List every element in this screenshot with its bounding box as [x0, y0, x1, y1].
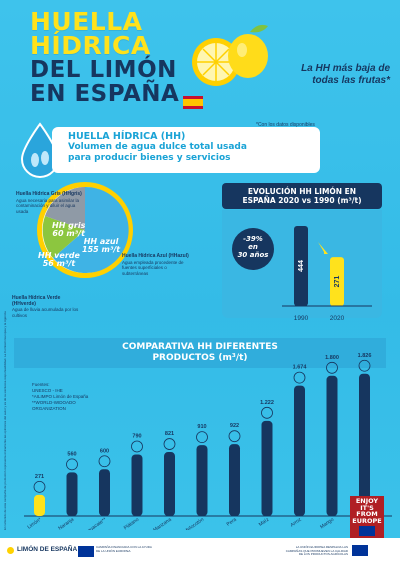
verde-description: Huella Hídrica Verde (HHverde) Agua de ll…	[12, 295, 79, 318]
bar-value-10: 1.826	[358, 353, 372, 359]
bar-label-2: Aguacate**	[84, 517, 108, 530]
hh-azul-label: HH azul 155 m³/t	[82, 237, 121, 254]
lemon-illustration	[192, 24, 268, 86]
bar-value-9: 1.800	[325, 355, 339, 361]
bar-value-1: 560	[67, 451, 76, 457]
bar-label-5: Melocotón	[183, 517, 206, 530]
bar-label-6: Pera	[226, 517, 238, 528]
title-line-4: EN ESPAÑA	[30, 81, 180, 107]
definition-text-1: Volumen de agua dulce total usada	[68, 142, 247, 152]
side-note: El contenido de esta campaña de promoció…	[3, 311, 7, 530]
definition-text-2: para producir bienes y servicios	[68, 153, 231, 163]
product-icon-0	[33, 480, 46, 493]
enjoy-europe-badge: ENJOY IT'S FROM EUROPE	[350, 496, 384, 542]
definition-box: HUELLA HÍDRICA (HH) Volumen de agua dulc…	[52, 127, 320, 173]
bar-9	[326, 375, 338, 516]
bar-value-6: 922	[230, 423, 239, 429]
product-icon-3	[131, 440, 143, 453]
bar-5	[196, 445, 208, 516]
bar-label-8: Arroz	[289, 516, 303, 528]
bar-value-2: 600	[100, 448, 109, 454]
product-icon-4	[163, 438, 176, 450]
title-line-1: HUELLA	[30, 7, 143, 36]
eu-flag-icon-2	[352, 545, 368, 556]
bar-8	[294, 385, 305, 516]
eu-flag-icon	[359, 526, 375, 536]
bar-label-7: Maíz	[258, 516, 271, 527]
bar-value-5: 910	[197, 424, 206, 430]
gris-description: Huella Hídrica Gris (HHgris) Agua necesar…	[16, 191, 82, 214]
bar-2	[99, 469, 110, 516]
comparison-title: COMPARATIVA HH DIFERENTES PRODUCTOS (m³/…	[14, 338, 386, 368]
change-badge: -39% en 30 años	[232, 228, 274, 270]
bar-value-0: 271	[35, 474, 44, 480]
evolution-title: EVOLUCIÓN HH LIMÓN EN ESPAÑA 2020 vs 199…	[222, 183, 382, 209]
bar-value-8: 1.674	[293, 365, 308, 371]
bar-10	[359, 373, 370, 516]
product-icon-10	[358, 359, 371, 372]
lemon-slice-chart	[37, 182, 133, 278]
page-title: HUELLA HÍDRICA DEL LIMÓN EN ESPAÑA	[30, 7, 240, 107]
hh-verde-label: HH verde 56 m³/t	[38, 251, 80, 268]
spain-flag-icon	[183, 96, 203, 109]
bar-4	[164, 452, 175, 516]
product-icon-2	[98, 455, 111, 468]
product-icon-8	[293, 371, 306, 384]
title-line-2: HÍDRICA	[30, 31, 151, 60]
bar-0	[34, 494, 45, 516]
eu-flag-icon	[78, 546, 94, 557]
footer-disclaimer: LA UNIÓN EUROPEA RESPALDA LAS CAMPAÑAS Q…	[285, 545, 348, 557]
bar-label-4: Manzana	[152, 517, 172, 530]
bar-3	[131, 454, 143, 516]
down-arrow-icon	[318, 242, 328, 254]
claim-text: La HH más baja de todas las frutas*	[301, 63, 390, 86]
evolution-value-2020: 271	[334, 276, 341, 288]
bar-label-1: Naranja	[57, 517, 75, 530]
evolution-year-2020: 2020	[330, 315, 345, 322]
definition-heading: HUELLA HÍDRICA (HH)	[68, 131, 186, 142]
bar-value-7: 1.222	[260, 400, 274, 406]
hh-gris-label: HH gris 60 m³/t	[52, 221, 86, 238]
footer: LIMÓN DE ESPAÑA CAMPAÑA FINANCIADA CON L…	[0, 538, 400, 566]
bar-1	[66, 472, 78, 516]
bar-label-0: Limón*	[26, 517, 42, 530]
lemon-logo-icon	[7, 547, 14, 554]
bar-label-3: Plátano	[123, 517, 141, 530]
bar-value-4: 821	[165, 431, 174, 437]
evolution-bar-2020	[330, 257, 344, 306]
water-drop-icon	[20, 122, 60, 178]
product-icon-1	[66, 458, 78, 471]
azul-description: Huella Hídrica Azul (HHazul) Agua emplead…	[122, 253, 189, 276]
comparison-chart: 271 Limón* 560 Naranja 600 Aguacate** 790 Pláta…	[24, 353, 392, 530]
bar-6	[229, 444, 240, 516]
brand-logo: LIMÓN DE ESPAÑA	[17, 546, 78, 553]
product-icon-5	[196, 431, 208, 444]
bar-7	[261, 420, 273, 516]
title-line-3: DEL LIMÓN	[30, 57, 177, 83]
product-icon-6	[228, 430, 241, 443]
product-icon-9	[326, 361, 338, 374]
evolution-year-1990: 1990	[294, 315, 309, 322]
bar-value-3: 790	[132, 433, 141, 439]
sources-note: Fuentes: UNESCO - IHE *AILIMPO Limón de …	[32, 382, 89, 411]
evolution-value-1990: 444	[298, 260, 305, 272]
product-icon-7	[261, 406, 273, 419]
bar-label-9: Mango	[319, 517, 335, 530]
evolution-bar-1990	[294, 226, 308, 306]
evolution-chart: 444 1990 271 2020	[282, 226, 372, 322]
eu-funding-text: CAMPAÑA FINANCIADA CON LA AYUDA DE LA UN…	[96, 545, 152, 553]
